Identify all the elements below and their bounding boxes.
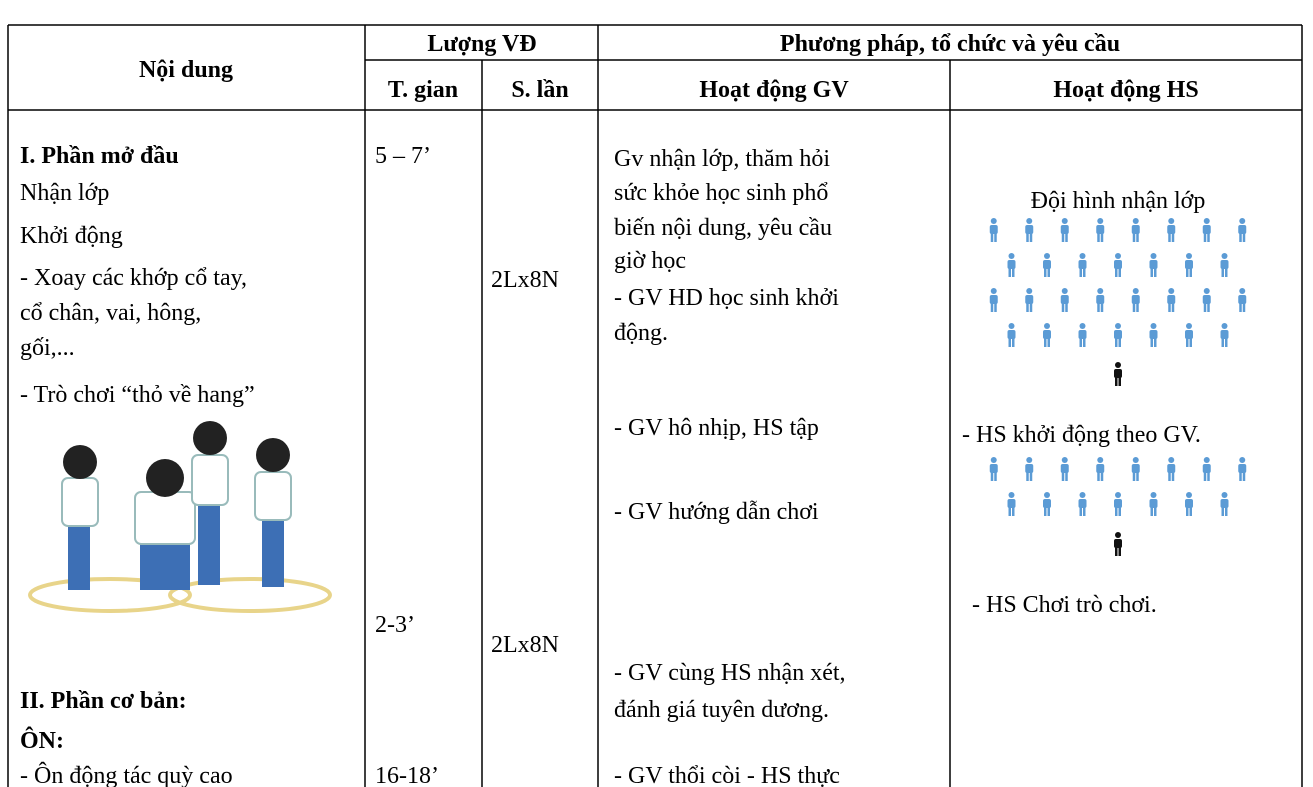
student-icon [1238,457,1247,481]
student-icon [1185,492,1193,516]
text-line: 2Lx8N [491,632,559,658]
student-icon [1220,323,1229,347]
student-icon [1043,492,1051,516]
text-line: - GV cùng HS nhận xét, [614,660,846,686]
student-icon [989,288,998,312]
student-icon [1060,457,1069,481]
header-cell: Nội dung [139,57,233,83]
student-icon [1202,457,1211,481]
text-line: giờ học [614,248,686,274]
student-icon [1007,323,1016,347]
student-icon [1096,457,1105,481]
text-line: Đội hình nhận lớp [1031,188,1206,214]
student-icon [1202,288,1211,312]
student-icon [1149,253,1158,277]
student-icon [1185,323,1193,347]
student-icon [1202,218,1211,242]
student-icon [1131,288,1140,312]
student-icon [1043,323,1051,347]
student-icon [1060,218,1069,242]
student-icon [1238,288,1247,312]
text-line: động. [614,320,668,346]
header-cell: Phương pháp, tổ chức và yêu cầu [780,31,1120,57]
text-line: đánh giá tuyên dương. [614,697,829,723]
student-icon [989,218,998,242]
text-line: - GV HD học sinh khởi [614,285,839,311]
student-icon [1114,492,1122,516]
student-icon [1025,218,1034,242]
text-line: gối,... [20,335,75,361]
student-icon [1220,253,1229,277]
student-icon [1096,288,1105,312]
text-line: 5 – 7’ [375,143,431,169]
student-icon [1167,457,1176,481]
student-icon [1149,492,1158,516]
content-column: I. Phần mở đầu Nhận lớp Khởi động - Xoay… [20,143,332,787]
student-icon [1078,492,1087,516]
header-cell: Hoạt động HS [1053,77,1198,103]
student-icon [1007,492,1016,516]
text-line: - HS Chơi trò chơi. [972,592,1157,618]
student-icon [1167,218,1176,242]
text-line: cổ chân, vai, hông, [20,300,201,326]
student-icon [1025,457,1034,481]
table-borders [7,24,1303,787]
header-cell: Hoạt động GV [699,77,849,103]
header-cell: Lượng VĐ [427,31,536,57]
student-icon [1043,253,1051,277]
student-icon [1167,288,1176,312]
text-line: - Xoay các khớp cổ tay, [20,265,247,291]
teacher-icon [1114,532,1122,556]
text-line: 2-3’ [375,612,415,638]
game-illustration [28,421,332,613]
text-line: Gv nhận lớp, thăm hỏi [614,146,830,172]
student-icon [1131,457,1140,481]
student-icon [1131,218,1140,242]
time-column: 5 – 7’ 2-3’ 16-18’ [375,143,439,787]
text-line: 16-18’ [375,763,439,787]
text-line: ÔN: [20,727,64,754]
student-icon [1025,288,1034,312]
text-line: - GV hô nhịp, HS tập [614,415,819,441]
reps-column: 2Lx8N 2Lx8N [491,267,559,658]
student-icon [1114,253,1122,277]
text-line: Nhận lớp [20,180,109,206]
student-icon [989,457,998,481]
text-line: 2Lx8N [491,267,559,293]
student-icon [1149,323,1158,347]
teacher-column: Gv nhận lớp, thăm hỏi sức khỏe học sinh … [614,146,846,787]
teacher-icon [1114,362,1122,386]
student-icon [1078,323,1087,347]
student-icon [1096,218,1105,242]
text-line: - HS khởi động theo GV. [962,422,1201,448]
student-icon [1238,218,1247,242]
header: Nội dung Lượng VĐ Phương pháp, tổ chức v… [139,31,1199,103]
text-line: I. Phần mở đầu [20,143,179,169]
text-line: - GV thổi còi - HS thực [614,763,840,787]
text-line: biến nội dung, yêu cầu [614,215,832,241]
text-line: Khởi động [20,223,123,249]
header-cell: S. lần [511,77,568,103]
text-line: - Ôn động tác quỳ cao [20,762,233,787]
text-line: - Trò chơi “thỏ về hang” [20,382,255,408]
student-icon [1220,492,1229,516]
text-line: sức khỏe học sinh phổ [614,180,828,206]
student-icon [1185,253,1193,277]
student-icon [1114,323,1122,347]
student-icon [1078,253,1087,277]
header-cell: T. gian [388,77,458,103]
student-column: Đội hình nhận lớp - HS khởi động theo GV… [962,188,1247,618]
student-icon [1060,288,1069,312]
student-icon [1007,253,1016,277]
text-line: II. Phần cơ bản: [20,688,187,714]
text-line: - GV hướng dẫn chơi [614,499,819,525]
